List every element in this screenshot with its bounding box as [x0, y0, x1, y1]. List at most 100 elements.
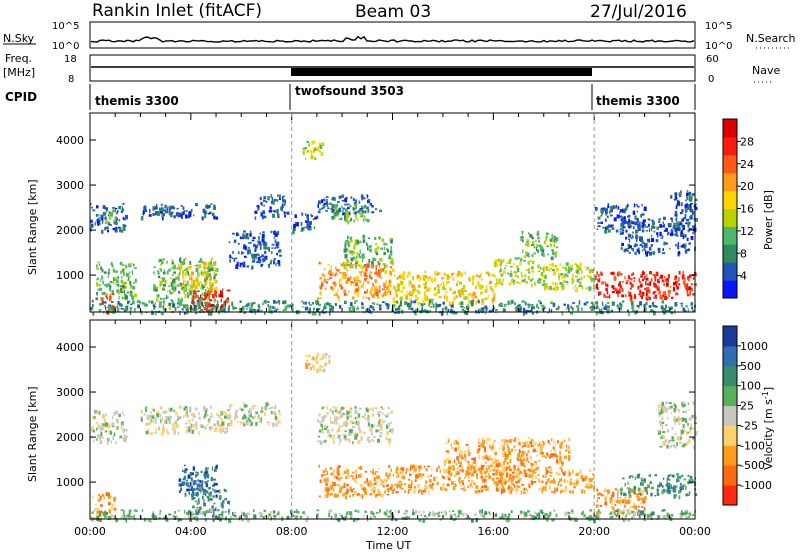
velocity-cell: [209, 498, 213, 501]
velocity-cell: [564, 456, 567, 459]
power-cell: [307, 217, 309, 221]
power-cell: [498, 279, 501, 283]
power-cell: [220, 298, 222, 303]
power-cell: [207, 266, 210, 269]
power-cell: [350, 217, 353, 221]
power-cell: [540, 304, 543, 306]
power-cell: [344, 198, 348, 203]
power-cell: [545, 236, 548, 241]
power-cell: [605, 303, 607, 307]
power-cell: [338, 207, 342, 213]
velocity-cell: [528, 460, 530, 464]
velocity-cell: [547, 439, 550, 444]
power-cell: [301, 212, 304, 216]
power-cell: [120, 288, 124, 293]
power-cell: [116, 210, 119, 213]
power-cell: [619, 209, 623, 213]
velocity-cell: [334, 475, 336, 479]
power-cell: [600, 214, 603, 217]
velocity-cell: [368, 408, 371, 411]
power-cell: [381, 294, 384, 297]
velocity-cell: [673, 485, 676, 489]
power-cell: [107, 272, 110, 275]
power-cell: [105, 207, 108, 211]
power-cell: [247, 249, 251, 252]
velocity-cell: [670, 411, 672, 414]
power-cell: [125, 305, 127, 309]
velocity-cell: [679, 475, 682, 479]
velocity-cell: [334, 406, 338, 409]
power-cell: [560, 283, 564, 287]
power-cell: [354, 279, 358, 282]
velocity-cell: [682, 430, 685, 433]
power-cell: [412, 286, 416, 290]
power-cell: [606, 288, 608, 292]
power-cell: [434, 277, 437, 282]
power-cell: [626, 280, 629, 282]
power-cell: [450, 309, 453, 313]
power-cell: [355, 264, 357, 269]
power-cell: [98, 309, 102, 312]
power-cell: [498, 269, 501, 273]
power-cell: [149, 208, 151, 214]
power-cell: [102, 280, 104, 285]
power-cell: [337, 269, 340, 272]
velocity-cell: [222, 410, 226, 414]
velocity-cell: [265, 402, 269, 407]
velocity-cell: [444, 469, 448, 473]
velocity-cell: [249, 423, 252, 427]
power-cell: [128, 277, 130, 281]
power-cell: [645, 292, 648, 297]
power-cell: [209, 299, 213, 302]
power-cell: [446, 311, 449, 316]
power-cell: [690, 209, 694, 213]
velocity-cell: [374, 407, 378, 410]
power-cell: [681, 274, 685, 278]
power-cell: [91, 299, 94, 303]
power-cell: [571, 277, 574, 281]
power-cell: [277, 194, 279, 197]
velocity-cell: [115, 441, 118, 445]
power-cell: [390, 280, 392, 284]
power-cell: [429, 310, 431, 313]
velocity-cell: [548, 453, 550, 459]
power-cell: [638, 250, 641, 255]
velocity-cell: [553, 477, 555, 481]
power-cell: [371, 288, 373, 292]
power-cell: [678, 277, 680, 282]
velocity-cell: [466, 460, 469, 463]
velocity-cell: [459, 481, 461, 484]
velocity-cell: [692, 428, 695, 430]
cpid-segment-1: themis 3300: [95, 94, 179, 108]
power-cell: [264, 250, 267, 255]
power-cell: [335, 266, 337, 269]
power-cell: [388, 254, 392, 259]
power-cell: [256, 244, 259, 248]
velocity-cell: [389, 439, 392, 443]
power-cell: [653, 305, 657, 308]
velocity-cell: [99, 410, 101, 416]
power-cell: [242, 261, 246, 266]
velocity-cell: [363, 487, 366, 492]
velocity-cell: [459, 479, 462, 483]
power-cell: [292, 307, 294, 312]
power-cell: [649, 271, 652, 275]
power-cell: [661, 306, 664, 310]
power-cell: [319, 150, 321, 153]
velocity-cell: [374, 495, 378, 498]
velocity-cell: [666, 489, 668, 493]
velocity-cell: [381, 407, 385, 411]
velocity-cell: [606, 494, 608, 497]
power-cell: [192, 295, 195, 299]
power-cell: [308, 222, 311, 226]
power-cell: [383, 246, 386, 251]
power-cell: [275, 243, 278, 247]
velocity-cell: [553, 490, 556, 494]
power-cell: [120, 229, 124, 233]
power-cell: [191, 297, 195, 300]
power-cell: [361, 283, 364, 287]
power-cell: [191, 307, 193, 311]
power-cell: [494, 283, 497, 288]
velocity-cell: [674, 405, 677, 409]
power-cell: [628, 218, 630, 223]
